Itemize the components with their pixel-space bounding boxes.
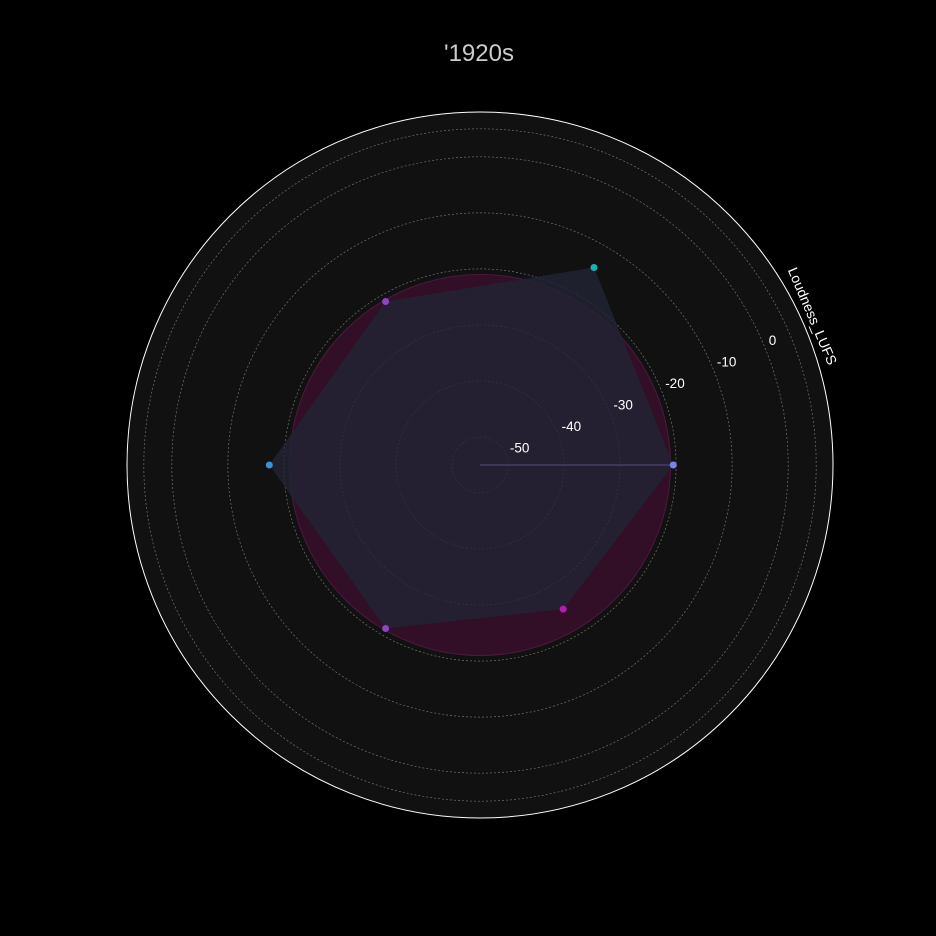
grid-ring <box>143 128 817 802</box>
series-point <box>590 264 598 271</box>
series-point <box>669 461 677 469</box>
radial-tick-label: -50 <box>510 440 530 455</box>
radial-tick-label: -30 <box>613 397 633 412</box>
grid-ring <box>227 212 733 718</box>
series-point <box>265 461 273 469</box>
series-area <box>269 267 674 629</box>
radial-tick-label: -40 <box>562 419 582 434</box>
grid-ring <box>171 156 789 774</box>
radial-tick-label: -20 <box>665 376 685 391</box>
series-point <box>559 605 567 613</box>
plot-area: -50-40-30-20-100 Loudness_LUFS <box>126 111 840 819</box>
chart-title: '1920s <box>444 40 514 67</box>
series-point <box>382 298 390 305</box>
radial-tick-label: -10 <box>717 355 737 370</box>
radial-tick-label: 0 <box>769 333 777 348</box>
series-area-tint <box>269 267 674 629</box>
series-point <box>382 625 390 632</box>
